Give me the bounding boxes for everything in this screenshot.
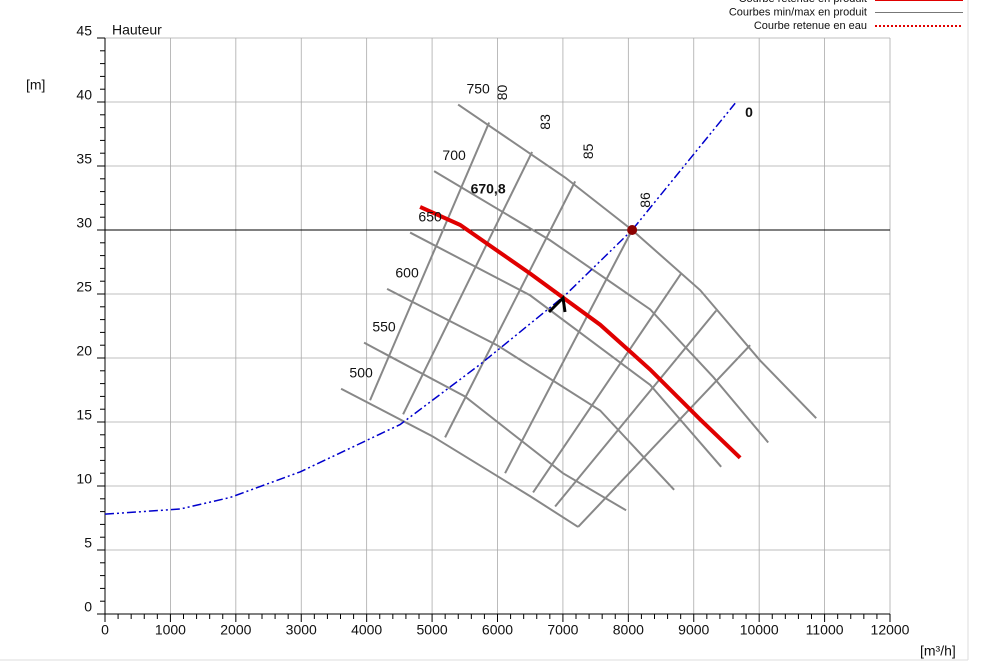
x-tick-label: 1000: [155, 622, 186, 638]
efficiency-curve: [554, 310, 717, 508]
diameter-label: 750: [466, 80, 490, 96]
operating-point: [627, 225, 638, 235]
efficiency-curve: [577, 344, 751, 528]
diameter-curve: [457, 103, 817, 419]
efficiency-curve: [532, 272, 682, 493]
x-tick-label: 5000: [417, 622, 448, 638]
y-tick-label: 5: [84, 535, 92, 551]
chart-title: Hauteur: [112, 22, 162, 38]
legend-label: Courbe retenue en eau: [754, 20, 867, 32]
diameter-label: 650: [418, 208, 442, 224]
y-tick-label: 15: [76, 407, 92, 423]
diameter-curve: [409, 231, 722, 468]
diameter-curve: [386, 287, 675, 491]
y-tick-label: 30: [76, 215, 92, 231]
y-tick-label: 35: [76, 151, 92, 167]
curves: [104, 102, 817, 528]
diameter-label: 550: [372, 318, 396, 334]
x-tick-label: 10000: [740, 622, 779, 638]
efficiency-curve: [444, 180, 577, 438]
x-tick-label: 11000: [806, 622, 844, 638]
diameter-label: 700: [442, 147, 466, 163]
diameter-curve: [363, 341, 627, 512]
legend-label: Courbes min/max en produit: [729, 6, 867, 18]
x-tick-label: 8000: [613, 622, 644, 638]
x-tick-label: 2000: [220, 622, 251, 638]
x-axis-label: [m³/h]: [920, 643, 956, 659]
selected-curve: [419, 205, 742, 460]
efficiency-label: 83: [537, 114, 553, 130]
diameter-label: 500: [349, 364, 373, 380]
x-tick-label: 3000: [286, 622, 317, 638]
x-tick-label: 12000: [871, 622, 910, 638]
efficiency-label: 86: [637, 192, 653, 208]
y-tick-label: 40: [76, 87, 92, 103]
efficiency-curve: [369, 122, 491, 401]
x-tick-label: 9000: [678, 622, 709, 638]
efficiency-curve: [402, 151, 534, 415]
x-tick-label: 4000: [351, 622, 382, 638]
efficiency-curve: [504, 229, 634, 474]
arrow: [547, 294, 567, 314]
efficiency-label: 85: [580, 143, 596, 159]
diameter-label: 600: [395, 265, 419, 281]
y-tick-label: 10: [76, 471, 92, 487]
y-tick-label: 25: [76, 279, 92, 295]
selected-label: 670,8: [471, 181, 506, 197]
x-tick-label: 6000: [482, 622, 513, 638]
system-curve: [104, 102, 736, 515]
diameter-curve: [340, 387, 579, 528]
y-tick-label: 45: [76, 23, 92, 39]
legend-label: Courbe retenue en produit: [739, 0, 867, 5]
y-tick-label: 0: [84, 599, 92, 615]
y-axis-label: [m]: [26, 77, 45, 93]
diameter-curve: [433, 170, 769, 444]
y-tick-label: 20: [76, 343, 92, 359]
x-tick-label: 0: [101, 622, 109, 638]
grid: [97, 37, 891, 622]
x-tick-label: 7000: [547, 622, 578, 638]
efficiency-label: 80: [494, 84, 510, 100]
system-label: 0: [745, 104, 753, 120]
